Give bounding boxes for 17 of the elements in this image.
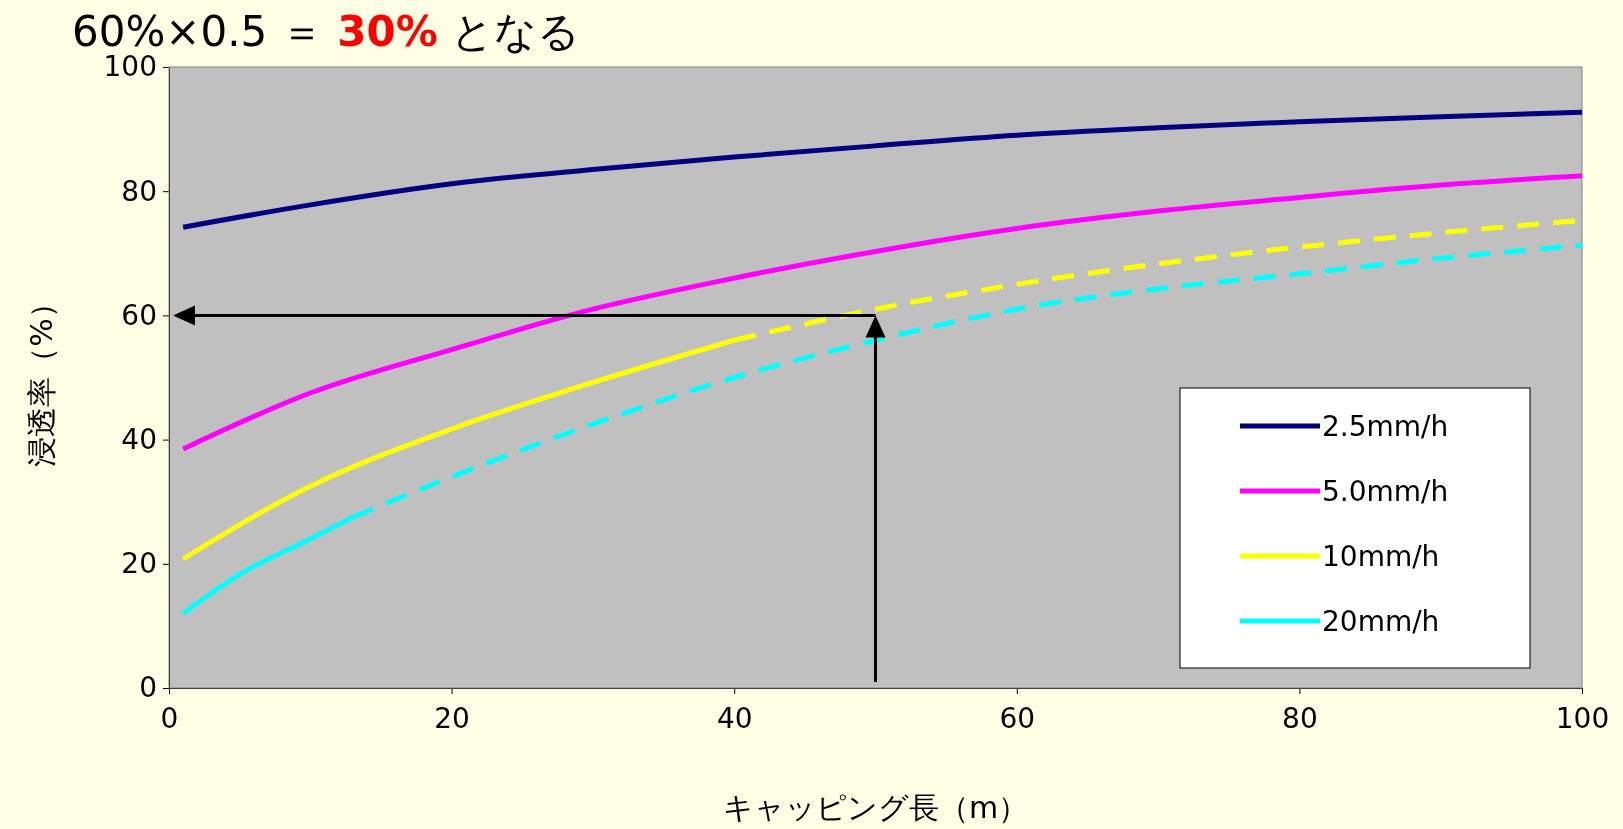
- y-tick-label: 40: [121, 423, 157, 457]
- y-tick-label: 60: [121, 298, 157, 332]
- y-tick-label: 80: [121, 174, 157, 208]
- legend-label: 10mm/h: [1322, 540, 1440, 573]
- y-tick-label: 20: [121, 547, 157, 581]
- legend-label: 2.5mm/h: [1322, 410, 1449, 443]
- legend-label: 5.0mm/h: [1322, 475, 1449, 508]
- x-axis-title: キャッピング長（m）: [722, 790, 1029, 825]
- x-tick-label: 20: [434, 701, 470, 735]
- x-tick-label: 40: [716, 701, 753, 735]
- x-tick-label: 60: [999, 701, 1036, 735]
- x-tick-label: 0: [160, 701, 179, 735]
- y-axis-title: 浸透率（%）: [24, 288, 59, 467]
- x-tick-label: 80: [1282, 701, 1318, 735]
- legend-label: 20mm/h: [1322, 605, 1440, 638]
- y-tick-label: 0: [139, 671, 157, 705]
- x-tick-label: 100: [1555, 701, 1610, 735]
